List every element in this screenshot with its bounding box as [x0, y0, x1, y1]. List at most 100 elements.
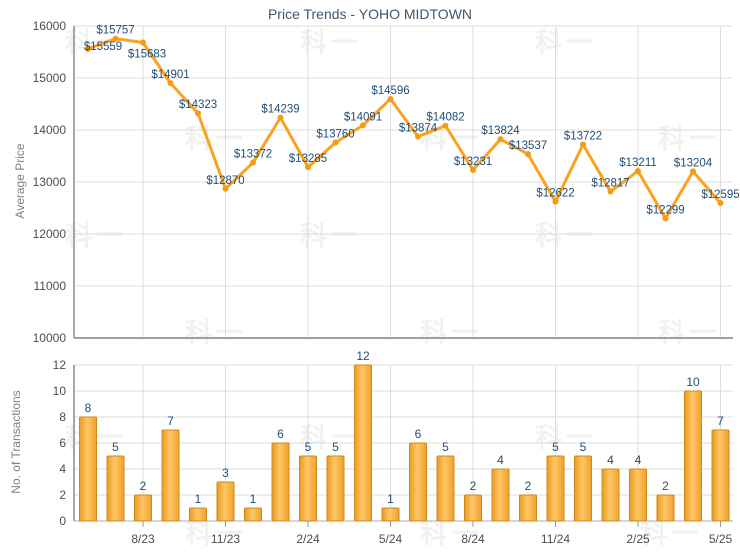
y-tick-label: 11000: [34, 279, 67, 293]
price-point-marker: [387, 96, 394, 103]
price-point-label: $13204: [674, 157, 713, 169]
bar-value-label: 2: [662, 479, 669, 493]
bar-value-label: 4: [497, 453, 504, 467]
chart-title: Price Trends - YOHO MIDTOWN: [267, 6, 473, 22]
bar-value-label: 6: [415, 427, 422, 441]
x-tick-label: 5/24: [379, 532, 403, 546]
transaction-bar: [711, 429, 730, 522]
transaction-bar: [271, 442, 290, 522]
xaxis-labels: 8/23 11/23 2/24 5/24 8/24 11/24 2/25 5/25: [131, 521, 733, 546]
price-markers: [85, 35, 724, 222]
x-tick-label: 5/25: [709, 532, 733, 546]
bar-value-label: 4: [607, 453, 614, 467]
bar-value-label: 1: [387, 492, 394, 506]
price-point-label: $14901: [151, 69, 189, 81]
watermark-text: 科一: [300, 28, 362, 58]
price-point-label: $12817: [591, 178, 629, 190]
price-point-label: $12622: [536, 188, 574, 200]
transaction-bar: [601, 468, 620, 522]
transactions-yaxis-labels: 12 10 8 6 4 2 0: [53, 358, 67, 528]
transaction-bar: [629, 468, 647, 522]
watermark-text: 科一: [185, 124, 247, 154]
price-point-marker: [470, 166, 476, 173]
y-tick-label: 10000: [33, 331, 67, 345]
bar-value-label: 7: [717, 414, 724, 428]
watermark-text: 科一: [185, 318, 247, 348]
price-point-marker: [607, 188, 614, 195]
transaction-bar: [519, 494, 537, 522]
bar-value-label: 7: [167, 414, 174, 428]
watermark-text: 科一: [535, 423, 597, 453]
watermark-text: 科一: [420, 519, 482, 549]
price-point-label: $14323: [179, 99, 217, 111]
transaction-bar: [491, 468, 510, 522]
transaction-bar: [381, 507, 400, 522]
bar-value-label: 5: [442, 440, 449, 454]
price-point-label: $13537: [509, 140, 547, 152]
y-tick-label: 2: [59, 488, 66, 502]
transaction-bar: [161, 429, 180, 522]
price-point-marker: [332, 139, 339, 146]
price-point-marker: [442, 122, 449, 129]
watermark-text: 科一: [658, 124, 720, 154]
transaction-bar: [189, 507, 207, 522]
price-point-marker: [580, 141, 586, 148]
x-tick-label: 2/25: [626, 532, 650, 546]
price-point-label: $13824: [481, 125, 520, 137]
price-point-marker: [112, 35, 119, 42]
transaction-bar: [216, 481, 235, 522]
transaction-bar: [299, 455, 317, 522]
price-point-label: $13874: [399, 123, 438, 135]
y-tick-label: 16000: [33, 19, 67, 33]
y-tick-label: 12000: [33, 227, 67, 241]
price-line: [86, 37, 722, 220]
price-line-chart: 16000 15000 14000 13000 12000 11000 10000 $1555…: [33, 19, 740, 345]
price-point-marker: [250, 159, 256, 166]
price-point-label: $13722: [564, 130, 602, 142]
y-tick-label: 15000: [33, 71, 67, 85]
price-point-label: $13211: [619, 157, 657, 169]
bar-value-label: 5: [332, 440, 339, 454]
price-point-marker: [277, 114, 284, 121]
transaction-bar: [656, 494, 675, 522]
price-point-label: $14082: [426, 112, 464, 124]
y-tick-label: 14000: [33, 123, 67, 137]
price-point-marker: [167, 80, 174, 87]
watermark-text: 科一: [300, 423, 362, 453]
watermark-text: 科一: [185, 519, 247, 549]
x-tick-label: 11/23: [211, 532, 240, 546]
transaction-bar: [574, 455, 592, 522]
transaction-bar: [546, 455, 565, 522]
price-point-label: $13231: [454, 156, 492, 168]
price-point-label: $15683: [128, 48, 166, 60]
price-point-marker: [552, 198, 559, 205]
price-point-label: $14091: [344, 111, 382, 123]
price-point-marker: [717, 200, 724, 207]
bar-value-label: 5: [112, 440, 119, 454]
price-point-marker: [85, 45, 91, 52]
price-point-marker: [195, 110, 201, 117]
price-point-label: $15757: [96, 25, 134, 37]
price-point-marker: [222, 185, 229, 192]
bar-value-labels: 8 5 2 7 1 3 1 6 5 5 12 1 6 5 2 4 2 5 5 4 4 2 10 7: [85, 349, 725, 506]
x-tick-label: 11/24: [541, 532, 570, 546]
price-point-labels: $15559 $15757 $15683 $14901 $14323 $12870 $133…: [84, 25, 740, 217]
watermark-text: 科一: [535, 221, 597, 251]
bar-value-label: 5: [305, 440, 312, 454]
price-point-label: $13760: [316, 128, 354, 140]
y-tick-label: 8: [59, 410, 66, 424]
transaction-bar: [684, 390, 702, 522]
bar-value-label: 10: [686, 375, 700, 389]
transactions-bar-chart: 12 10 8 6 4 2 0 8 5 2 7 1 3 1 6 5 5 12 1 6 5 2 4 2 5 5 4 4 2 10 7 8/23 1…: [53, 349, 733, 546]
watermark-text: 科一: [658, 318, 720, 348]
price-point-label: $12299: [646, 204, 684, 216]
price-point-marker: [635, 168, 641, 175]
y-tick-label: 13000: [33, 175, 67, 189]
transaction-bar: [244, 507, 262, 522]
bar-value-label: 5: [552, 440, 559, 454]
price-point-marker: [415, 133, 421, 140]
price-point-marker: [525, 151, 531, 158]
price-point-label: $12595: [701, 189, 739, 201]
